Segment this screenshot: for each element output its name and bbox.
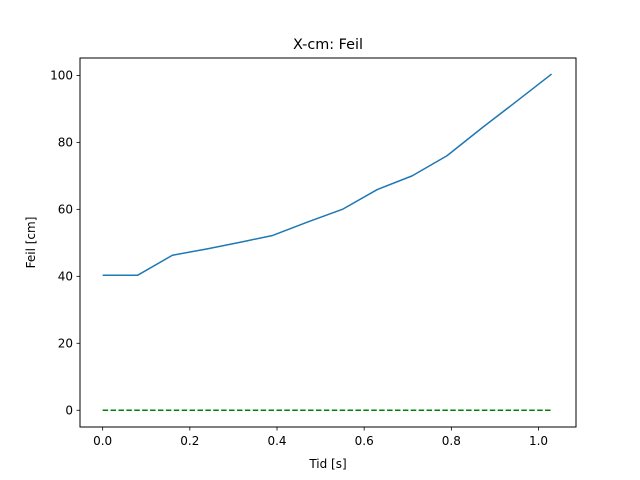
x-tick-label: 0.6 [355, 434, 374, 448]
x-tick-label: 1.0 [529, 434, 548, 448]
x-axis-label: Tid [s] [308, 457, 346, 471]
y-tick-label: 40 [58, 270, 73, 284]
x-tick-label: 0.4 [267, 434, 286, 448]
x-tick-label: 0.2 [180, 434, 199, 448]
x-tick-label: 0.0 [93, 434, 112, 448]
x-axis-ticks: 0.0 0.2 0.4 0.6 0.8 1.0 [93, 427, 548, 448]
y-axis-label: Feil [cm] [24, 217, 38, 269]
series-line-0 [102, 73, 553, 277]
y-tick-label: 80 [58, 136, 73, 150]
chart-title: X-cm: Feil [293, 37, 363, 53]
series-layer [102, 73, 553, 412]
y-tick-label: 0 [65, 404, 73, 418]
x-tick-label: 0.8 [442, 434, 461, 448]
y-tick-label: 60 [58, 203, 73, 217]
axes-frame [79, 57, 577, 428]
y-tick-label: 100 [50, 69, 73, 83]
y-axis-ticks: 0 20 40 60 80 100 [50, 69, 80, 418]
y-tick-label: 20 [58, 337, 73, 351]
